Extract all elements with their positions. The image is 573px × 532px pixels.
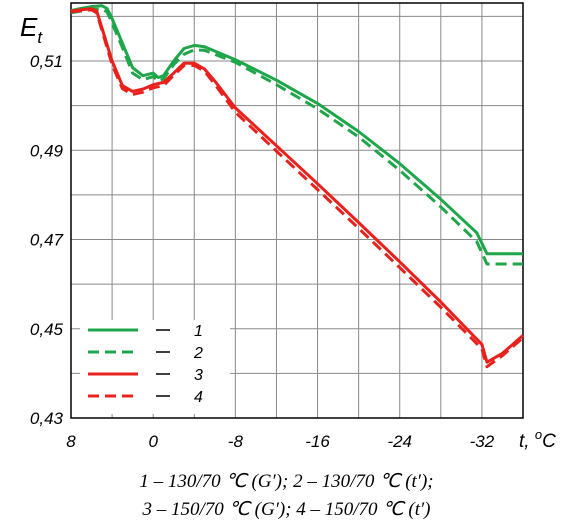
x-axis-label: t, oC [519,427,556,452]
legend-background [80,320,230,414]
y-tick-labels: 0,43 0,45 0,47 0,49 0,51 [30,52,64,428]
series-layer [70,4,524,369]
caption-line-1: 1 – 130/70 ℃ (G′); 2 – 130/70 ℃ (t′); [139,471,434,492]
y-tick-label: 0,51 [30,52,63,71]
x-tick-label: -8 [228,432,244,451]
x-tick-label: -32 [470,432,495,451]
x-tick-label: 0 [148,432,158,451]
x-axis-label-main: t, [519,431,535,452]
y-axis-label: Et [20,12,43,47]
x-tick-label: -24 [387,432,412,451]
y-tick-label: 0,43 [30,409,64,428]
x-tick-labels: 8 0 -8 -16 -24 -32 [66,432,494,451]
y-axis-label-sub: t [37,28,43,47]
legend-label-4: 4 [194,389,203,406]
legend-label-2: 2 [193,345,203,362]
x-tick-label: -16 [305,432,330,451]
series-line-3 [70,7,524,364]
y-tick-label: 0,49 [30,141,64,160]
legend-label-3: 3 [194,367,203,384]
legend-label-1: 1 [194,323,203,340]
series-line-4 [70,8,524,369]
plot-frame [70,2,524,419]
x-axis-unit-sup: o [535,427,542,442]
series-line-1 [70,4,523,256]
caption-line-2: 3 – 150/70 ℃ (G′); 4 – 150/70 ℃ (t′) [142,499,431,520]
series-line-2 [70,7,523,266]
y-axis-label-main: E [20,12,38,42]
legend: 1 2 3 4 [80,320,230,414]
y-tick-label: 0,45 [30,320,64,339]
y-tick-label: 0,47 [30,231,64,250]
x-axis-unit: C [542,431,556,452]
x-tick-label: 8 [66,432,76,451]
